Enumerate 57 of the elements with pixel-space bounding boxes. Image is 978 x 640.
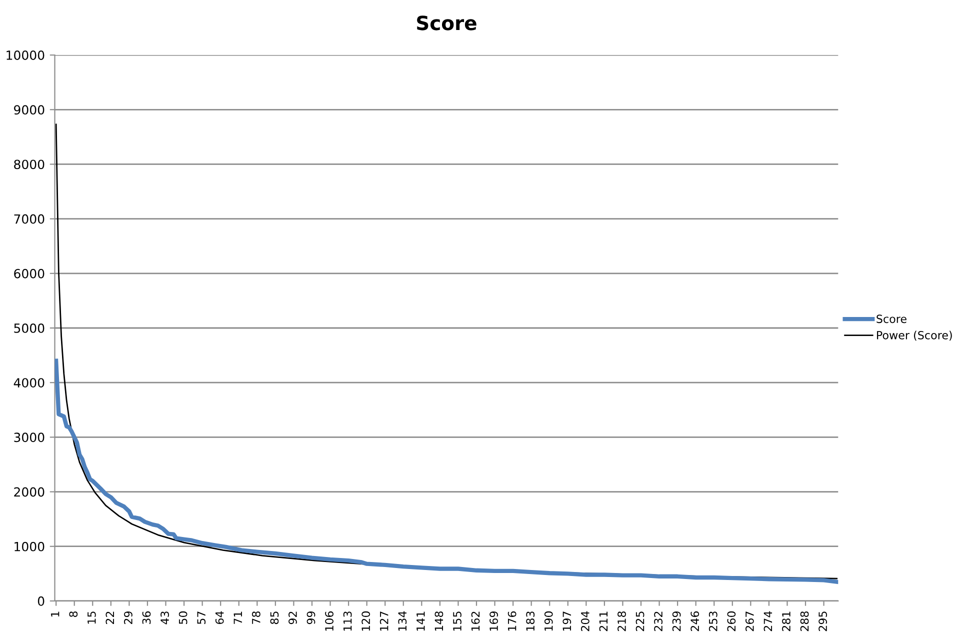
x-tick-label: 190 [544, 611, 553, 631]
x-tick-label: 253 [708, 612, 718, 632]
x-tick-label: 232 [654, 612, 662, 632]
x-tick-label: 99 [306, 611, 316, 624]
x-tick-label: 92 [288, 612, 297, 624]
x-tick-label: 134 [398, 611, 407, 631]
y-tick-label: 10000 [6, 50, 44, 60]
legend-label: Score [876, 314, 906, 324]
x-tick-label: 50 [178, 611, 188, 624]
x-tick-label: 218 [618, 611, 626, 632]
y-tick-label: 8000 [14, 160, 44, 170]
chart-title: Score [417, 16, 476, 30]
x-tick-label: 106 [325, 611, 334, 631]
x-tick-label: 260 [727, 611, 736, 632]
x-tick-label: 127 [380, 612, 388, 631]
x-tick-label: 57 [197, 612, 206, 624]
x-tick-label: 120 [362, 611, 370, 631]
x-tick-label: 197 [562, 612, 572, 631]
x-tick-label: 225 [636, 612, 644, 632]
x-tick-label: 71 [234, 612, 242, 624]
x-tick-label: 274 [764, 611, 772, 632]
x-tick-label: 1 [51, 612, 60, 617]
legend-label: Power (Score) [877, 330, 952, 341]
x-tick-label: 295 [818, 612, 828, 632]
x-tick-label: 169 [490, 611, 498, 631]
y-tick-label: 3000 [14, 432, 44, 442]
x-tick-label: 113 [343, 612, 352, 631]
x-tick-label: 155 [453, 612, 462, 631]
x-tick-label: 43 [160, 612, 169, 624]
x-tick-label: 239 [672, 611, 681, 632]
y-tick-label: 5000 [14, 323, 44, 333]
y-tick-label: 9000 [14, 105, 44, 115]
y-tick-label: 4000 [14, 378, 44, 388]
y-tick-label: 7000 [14, 214, 44, 224]
x-tick-label: 211 [599, 612, 608, 632]
x-tick-label: 288 [800, 611, 809, 632]
x-tick-label: 36 [142, 611, 151, 624]
x-tick-label: 8 [69, 611, 78, 617]
x-tick-label: 141 [416, 612, 425, 631]
x-tick-label: 15 [88, 612, 96, 624]
y-tick-label: 1000 [14, 542, 44, 552]
x-tick-label: 246 [690, 611, 700, 632]
x-tick-label: 148 [434, 611, 444, 631]
x-tick-label: 29 [124, 611, 132, 624]
x-tick-label: 281 [782, 612, 790, 632]
x-tick-label: 22 [106, 612, 114, 624]
y-tick-label: 0 [38, 596, 44, 606]
x-tick-label: 204 [580, 611, 590, 632]
y-tick-label: 2000 [14, 487, 44, 497]
x-tick-label: 183 [526, 612, 535, 631]
x-tick-label: 85 [270, 612, 279, 624]
x-tick-label: 162 [471, 612, 480, 631]
x-tick-label: 64 [215, 611, 224, 624]
x-tick-label: 267 [745, 612, 754, 632]
x-tick-label: 176 [508, 611, 516, 631]
y-tick-label: 6000 [14, 268, 44, 278]
x-tick-label: 78 [252, 611, 260, 624]
